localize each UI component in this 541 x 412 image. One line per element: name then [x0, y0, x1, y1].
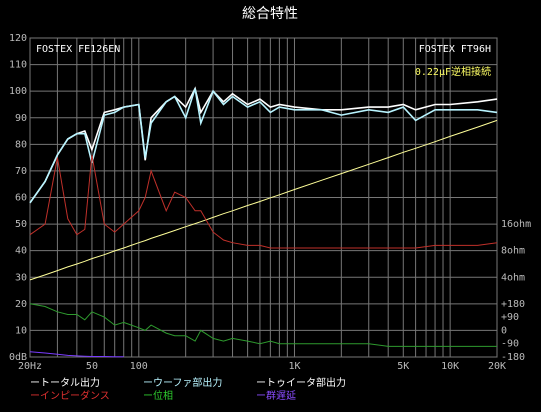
legend-entry: ートゥイータ部出力	[256, 376, 346, 389]
y-tick-label: 50	[15, 219, 27, 230]
series-line	[29, 88, 498, 204]
legend-entry: ー群遅延	[256, 389, 296, 402]
y2-tick-label: 4ohm	[501, 272, 525, 283]
y2-tick-label: 16ohm	[501, 219, 531, 230]
y-tick-label: 40	[15, 246, 27, 257]
x-tick-label: 50	[86, 361, 98, 372]
y-tick-label: 110	[9, 60, 27, 71]
legend-entry: ー位相	[143, 389, 173, 402]
y2-tick-label: -180	[501, 352, 525, 363]
annotation: FOSTEX FE126EN	[36, 44, 120, 55]
y-tick-label: 30	[15, 272, 27, 283]
y-tick-label: 10	[15, 325, 27, 336]
y-tick-label: 0dB	[9, 352, 27, 363]
legend-entry: ートータル出力	[30, 376, 100, 389]
y-tick-label: 120	[9, 33, 27, 44]
series-line	[29, 351, 124, 358]
series-line	[29, 86, 498, 204]
x-tick-label: 5K	[397, 361, 409, 372]
x-tick-label: 20Hz	[18, 361, 42, 372]
x-tick-label: 1K	[288, 361, 300, 372]
legend-entry: ーウーファ部出力	[143, 376, 222, 389]
y-tick-label: 20	[15, 299, 27, 310]
chart-title: 総合特性	[242, 6, 298, 22]
y-tick-label: 70	[15, 166, 27, 177]
y-tick-label: 90	[15, 113, 27, 124]
y2-tick-label: +180	[501, 299, 525, 310]
legend-entry: ーインピーダンス	[30, 389, 110, 402]
y2-tick-label: 8ohm	[501, 246, 525, 257]
series-line	[29, 303, 497, 347]
y-tick-label: 80	[15, 139, 27, 150]
series-line	[29, 119, 498, 281]
annotation: FOSTEX FT96H	[419, 44, 491, 55]
x-tick-label: 100	[130, 361, 148, 372]
y2-tick-label: -90	[501, 339, 519, 350]
annotation: 0.22μF逆相接続	[415, 65, 491, 78]
x-tick-label: 10K	[441, 361, 459, 372]
series-line	[29, 154, 498, 249]
y-tick-label: 100	[9, 86, 27, 97]
y2-tick-label: +90	[501, 312, 519, 323]
y2-tick-label: 0	[501, 325, 507, 336]
y-tick-label: 60	[15, 193, 27, 204]
x-tick-label: 20K	[488, 361, 506, 372]
